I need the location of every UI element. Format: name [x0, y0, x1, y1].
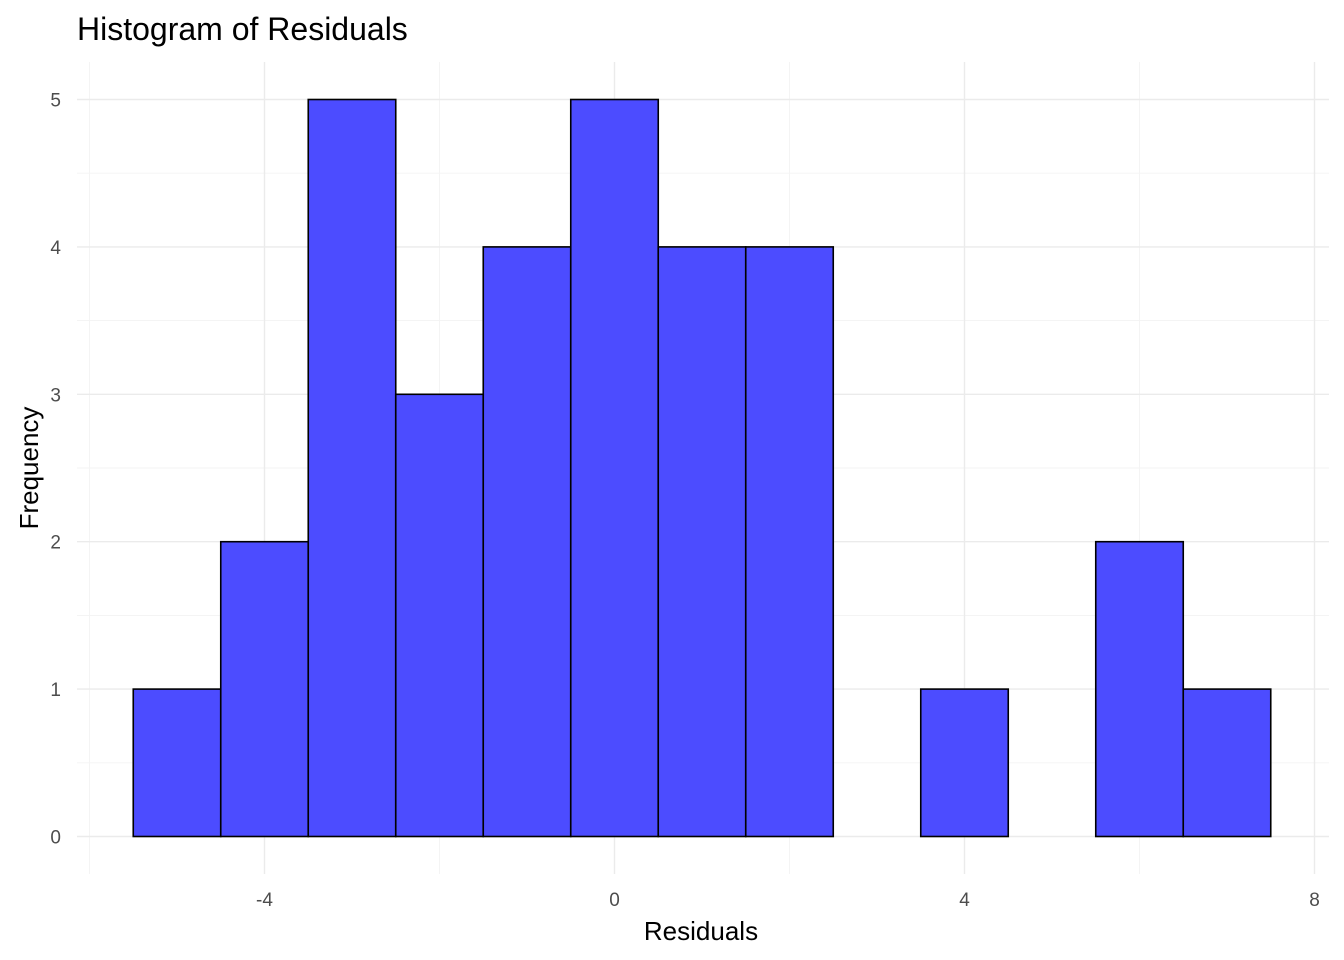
histogram-bar	[657, 246, 747, 838]
y-axis-title: Frequency	[14, 407, 44, 530]
histogram-bar	[919, 688, 1010, 838]
y-tick-label: 0	[50, 828, 61, 849]
histogram-bar	[307, 98, 397, 838]
y-axis-ticks: 0 1 2 3 4 5	[50, 91, 61, 849]
y-tick-label: 2	[50, 533, 61, 554]
chart-title: Histogram of Residuals	[77, 11, 408, 47]
bars	[132, 98, 1272, 838]
histogram-bar	[744, 246, 835, 838]
histogram-bar	[569, 98, 660, 838]
y-tick-label: 1	[50, 680, 61, 701]
histogram-bar	[1094, 540, 1185, 838]
x-tick-label: 4	[959, 890, 970, 911]
y-tick-label: 5	[50, 91, 61, 112]
x-tick-label: 0	[609, 890, 620, 911]
x-axis-ticks: -4 0 4 8	[256, 890, 1320, 911]
x-tick-label: 8	[1309, 890, 1320, 911]
histogram-bar	[1182, 688, 1272, 838]
x-axis-title: Residuals	[644, 916, 758, 946]
y-tick-label: 3	[50, 385, 61, 406]
y-tick-label: 4	[50, 238, 61, 259]
histogram-bar	[482, 246, 572, 838]
x-tick-label: -4	[256, 890, 273, 911]
histogram-bar	[394, 393, 485, 838]
histogram-bar	[219, 540, 310, 838]
histogram-bar	[132, 688, 222, 838]
